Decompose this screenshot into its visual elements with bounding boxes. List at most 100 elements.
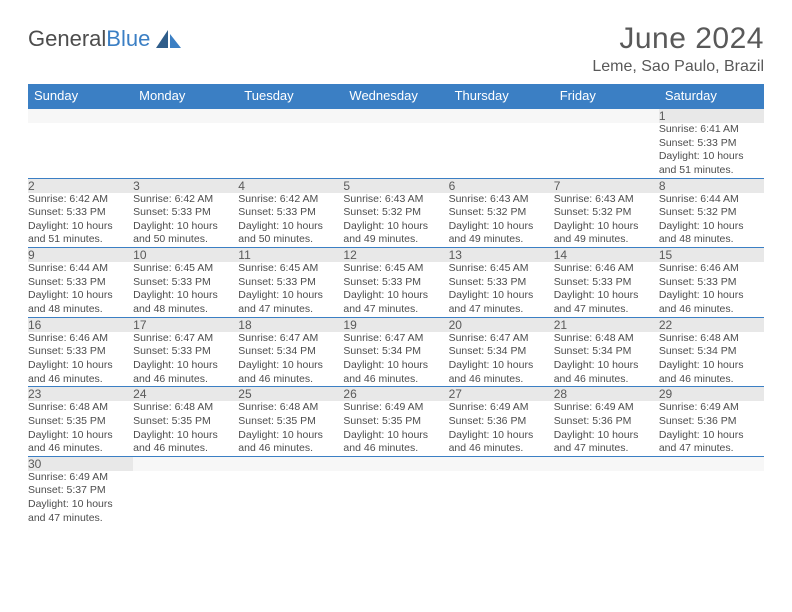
day-detail-cell: Sunrise: 6:43 AMSunset: 5:32 PMDaylight:… — [449, 193, 554, 248]
day-detail-cell — [554, 123, 659, 178]
day-number-cell — [449, 456, 554, 471]
day-detail-cell — [238, 471, 343, 526]
day-number-cell — [133, 109, 238, 124]
logo-text: GeneralBlue — [28, 26, 150, 52]
day-detail-cell: Sunrise: 6:43 AMSunset: 5:32 PMDaylight:… — [554, 193, 659, 248]
day-detail-cell: Sunrise: 6:45 AMSunset: 5:33 PMDaylight:… — [133, 262, 238, 317]
heading-block: June 2024 Leme, Sao Paulo, Brazil — [592, 22, 764, 76]
calendar-body: 1Sunrise: 6:41 AMSunset: 5:33 PMDaylight… — [28, 109, 764, 526]
day-detail-cell: Sunrise: 6:42 AMSunset: 5:33 PMDaylight:… — [28, 193, 133, 248]
weekday-header: Monday — [133, 84, 238, 109]
day-detail-cell: Sunrise: 6:43 AMSunset: 5:32 PMDaylight:… — [343, 193, 448, 248]
day-number-cell: 14 — [554, 248, 659, 263]
day-number-cell: 22 — [659, 317, 764, 332]
day-number-cell: 9 — [28, 248, 133, 263]
day-number-cell: 12 — [343, 248, 448, 263]
day-detail-cell — [133, 123, 238, 178]
weekday-header: Thursday — [449, 84, 554, 109]
day-number-cell: 4 — [238, 178, 343, 193]
day-number-cell — [238, 109, 343, 124]
day-detail-cell: Sunrise: 6:47 AMSunset: 5:34 PMDaylight:… — [449, 332, 554, 387]
weekday-header: Wednesday — [343, 84, 448, 109]
calendar-detail-row: Sunrise: 6:41 AMSunset: 5:33 PMDaylight:… — [28, 123, 764, 178]
day-detail-cell: Sunrise: 6:47 AMSunset: 5:34 PMDaylight:… — [343, 332, 448, 387]
calendar-detail-row: Sunrise: 6:46 AMSunset: 5:33 PMDaylight:… — [28, 332, 764, 387]
logo-part-2: Blue — [106, 26, 150, 52]
day-number-cell — [554, 456, 659, 471]
brand-logo: GeneralBlue — [28, 26, 184, 52]
day-detail-cell: Sunrise: 6:44 AMSunset: 5:33 PMDaylight:… — [28, 262, 133, 317]
day-number-cell: 5 — [343, 178, 448, 193]
day-detail-cell: Sunrise: 6:47 AMSunset: 5:34 PMDaylight:… — [238, 332, 343, 387]
sail-icon — [154, 28, 184, 50]
day-detail-cell: Sunrise: 6:49 AMSunset: 5:35 PMDaylight:… — [343, 401, 448, 456]
day-number-cell: 25 — [238, 387, 343, 402]
calendar-daynum-row: 16171819202122 — [28, 317, 764, 332]
day-number-cell — [28, 109, 133, 124]
day-detail-cell — [449, 123, 554, 178]
page-header: GeneralBlue June 2024 Leme, Sao Paulo, B… — [28, 22, 764, 76]
day-detail-cell: Sunrise: 6:48 AMSunset: 5:34 PMDaylight:… — [554, 332, 659, 387]
weekday-header: Sunday — [28, 84, 133, 109]
day-detail-cell: Sunrise: 6:44 AMSunset: 5:32 PMDaylight:… — [659, 193, 764, 248]
day-number-cell: 24 — [133, 387, 238, 402]
day-detail-cell — [133, 471, 238, 526]
day-number-cell: 7 — [554, 178, 659, 193]
day-detail-cell: Sunrise: 6:45 AMSunset: 5:33 PMDaylight:… — [238, 262, 343, 317]
day-number-cell: 20 — [449, 317, 554, 332]
calendar-page: GeneralBlue June 2024 Leme, Sao Paulo, B… — [0, 0, 792, 525]
day-number-cell — [343, 456, 448, 471]
day-number-cell: 2 — [28, 178, 133, 193]
day-number-cell: 19 — [343, 317, 448, 332]
day-number-cell: 18 — [238, 317, 343, 332]
calendar-detail-row: Sunrise: 6:42 AMSunset: 5:33 PMDaylight:… — [28, 193, 764, 248]
day-detail-cell: Sunrise: 6:48 AMSunset: 5:35 PMDaylight:… — [133, 401, 238, 456]
day-detail-cell: Sunrise: 6:48 AMSunset: 5:35 PMDaylight:… — [238, 401, 343, 456]
day-number-cell: 21 — [554, 317, 659, 332]
calendar-detail-row: Sunrise: 6:48 AMSunset: 5:35 PMDaylight:… — [28, 401, 764, 456]
day-detail-cell — [343, 471, 448, 526]
day-detail-cell: Sunrise: 6:46 AMSunset: 5:33 PMDaylight:… — [28, 332, 133, 387]
calendar-daynum-row: 2345678 — [28, 178, 764, 193]
day-number-cell — [133, 456, 238, 471]
day-detail-cell: Sunrise: 6:46 AMSunset: 5:33 PMDaylight:… — [659, 262, 764, 317]
day-detail-cell: Sunrise: 6:45 AMSunset: 5:33 PMDaylight:… — [449, 262, 554, 317]
day-detail-cell — [449, 471, 554, 526]
calendar-weekday-header: SundayMondayTuesdayWednesdayThursdayFrid… — [28, 84, 764, 109]
day-detail-cell — [343, 123, 448, 178]
weekday-header: Tuesday — [238, 84, 343, 109]
day-number-cell: 6 — [449, 178, 554, 193]
day-detail-cell: Sunrise: 6:45 AMSunset: 5:33 PMDaylight:… — [343, 262, 448, 317]
day-number-cell — [554, 109, 659, 124]
day-detail-cell: Sunrise: 6:49 AMSunset: 5:36 PMDaylight:… — [449, 401, 554, 456]
day-detail-cell — [238, 123, 343, 178]
calendar-daynum-row: 23242526272829 — [28, 387, 764, 402]
day-number-cell: 16 — [28, 317, 133, 332]
weekday-header: Friday — [554, 84, 659, 109]
day-detail-cell — [659, 471, 764, 526]
day-detail-cell: Sunrise: 6:48 AMSunset: 5:34 PMDaylight:… — [659, 332, 764, 387]
day-detail-cell: Sunrise: 6:47 AMSunset: 5:33 PMDaylight:… — [133, 332, 238, 387]
day-number-cell: 13 — [449, 248, 554, 263]
day-number-cell — [238, 456, 343, 471]
calendar-daynum-row: 9101112131415 — [28, 248, 764, 263]
day-number-cell: 27 — [449, 387, 554, 402]
day-number-cell: 1 — [659, 109, 764, 124]
calendar-table: SundayMondayTuesdayWednesdayThursdayFrid… — [28, 84, 764, 525]
day-number-cell — [343, 109, 448, 124]
day-number-cell — [449, 109, 554, 124]
day-detail-cell: Sunrise: 6:42 AMSunset: 5:33 PMDaylight:… — [238, 193, 343, 248]
day-number-cell: 23 — [28, 387, 133, 402]
day-number-cell: 29 — [659, 387, 764, 402]
logo-part-1: General — [28, 26, 106, 52]
day-number-cell — [659, 456, 764, 471]
location-text: Leme, Sao Paulo, Brazil — [592, 58, 764, 76]
day-detail-cell: Sunrise: 6:42 AMSunset: 5:33 PMDaylight:… — [133, 193, 238, 248]
month-title: June 2024 — [592, 22, 764, 56]
day-number-cell: 11 — [238, 248, 343, 263]
day-number-cell: 17 — [133, 317, 238, 332]
day-detail-cell: Sunrise: 6:49 AMSunset: 5:37 PMDaylight:… — [28, 471, 133, 526]
day-detail-cell: Sunrise: 6:48 AMSunset: 5:35 PMDaylight:… — [28, 401, 133, 456]
day-detail-cell — [554, 471, 659, 526]
day-number-cell: 28 — [554, 387, 659, 402]
